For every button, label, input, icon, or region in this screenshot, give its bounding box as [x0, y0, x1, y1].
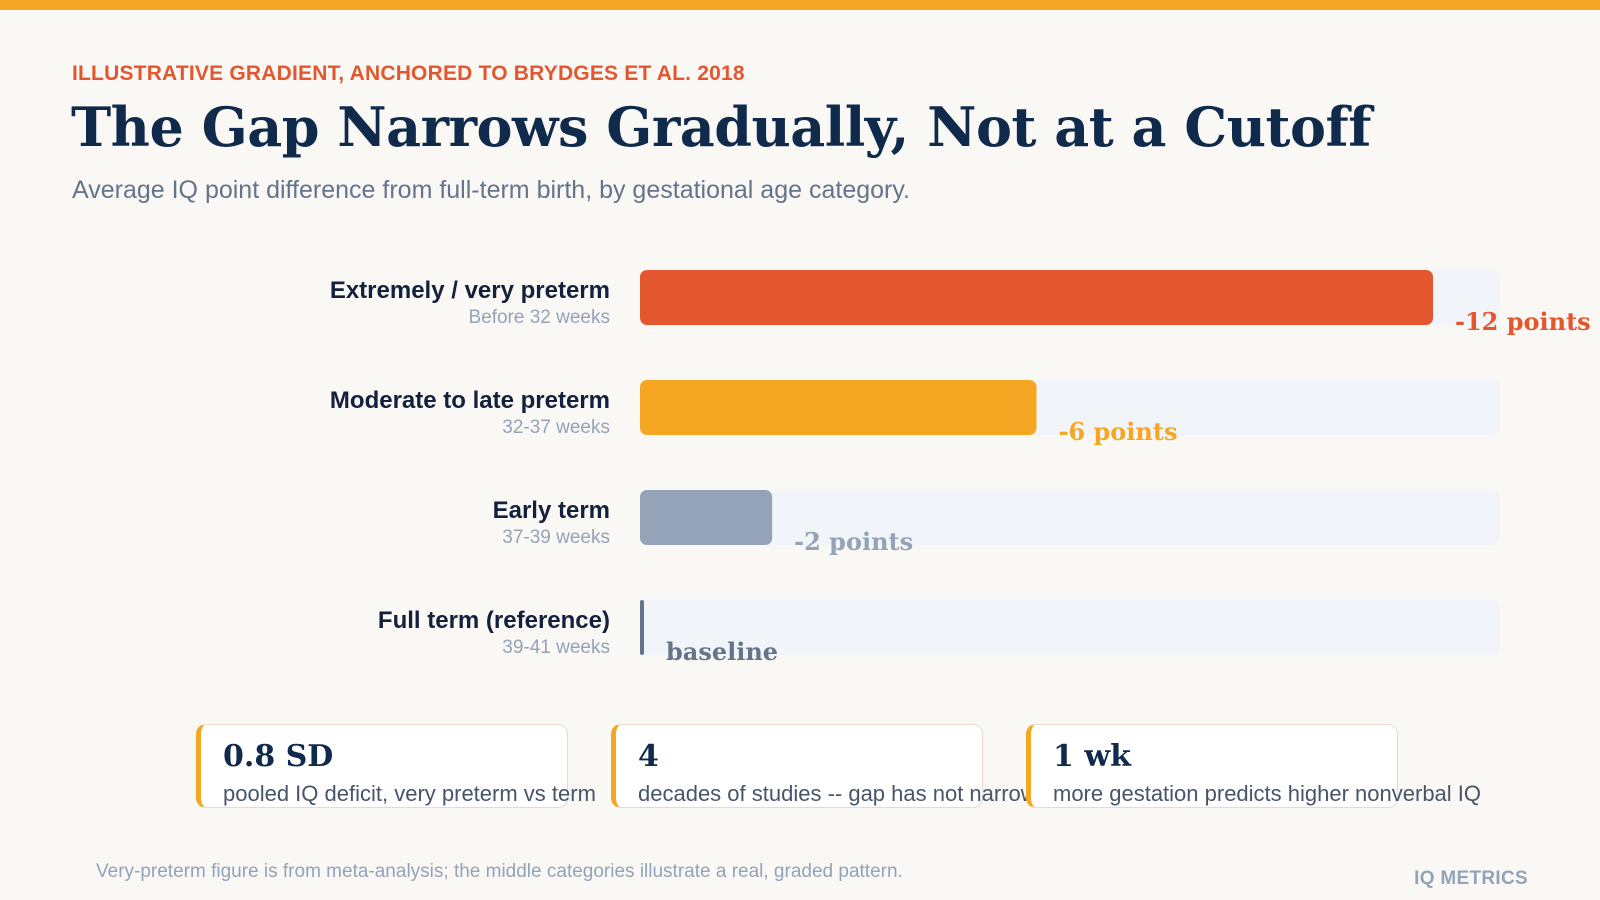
stat-value: 1 wk [1053, 739, 1131, 774]
footnote: Very-preterm figure is from meta-analysi… [96, 861, 903, 882]
bar [640, 380, 1037, 435]
brand-label: IQ METRICS [1414, 868, 1528, 889]
category-label: Full term (reference) [378, 607, 610, 634]
stat-description: more gestation predicts higher nonverbal… [1053, 781, 1482, 806]
category-sublabel: Before 32 weeks [468, 307, 610, 328]
stat-card-pooled-deficit: 0.8 SD pooled IQ deficit, very preterm v… [196, 724, 596, 808]
bar-track [640, 490, 1500, 545]
value-label: -6 points [1059, 417, 1178, 446]
stat-description: pooled IQ deficit, very preterm vs term [223, 781, 596, 806]
category-label: Extremely / very preterm [330, 277, 610, 304]
category-sublabel: 32-37 weeks [502, 417, 610, 438]
stat-card-decades: 4 decades of studies -- gap has not narr… [611, 724, 1061, 808]
page-subtitle: Average IQ point difference from full-te… [72, 176, 910, 204]
page-title: The Gap Narrows Gradually, Not at a Cuto… [71, 95, 1371, 159]
category-sublabel: 37-39 weeks [502, 527, 610, 548]
bar [640, 490, 773, 545]
bar [640, 600, 644, 655]
category-label: Moderate to late preterm [330, 387, 610, 414]
value-label: -12 points [1455, 307, 1591, 336]
stat-value: 4 [638, 739, 659, 774]
value-label: baseline [666, 637, 778, 666]
stat-card-gestation-week: 1 wk more gestation predicts higher nonv… [1026, 724, 1481, 808]
category-sublabel: 39-41 weeks [502, 637, 610, 658]
top-accent-bar [0, 0, 1600, 10]
eyebrow-label: ILLUSTRATIVE GRADIENT, ANCHORED TO BRYDG… [72, 62, 745, 85]
value-label: -2 points [794, 527, 913, 556]
category-label: Early term [493, 497, 610, 524]
bar-track [640, 600, 1500, 655]
stat-description: decades of studies -- gap has not narrow… [638, 781, 1062, 806]
stat-value: 0.8 SD [223, 739, 334, 774]
bar [640, 270, 1433, 325]
bar-chart: Extremely / very preterm Before 32 weeks -… [330, 270, 1591, 666]
